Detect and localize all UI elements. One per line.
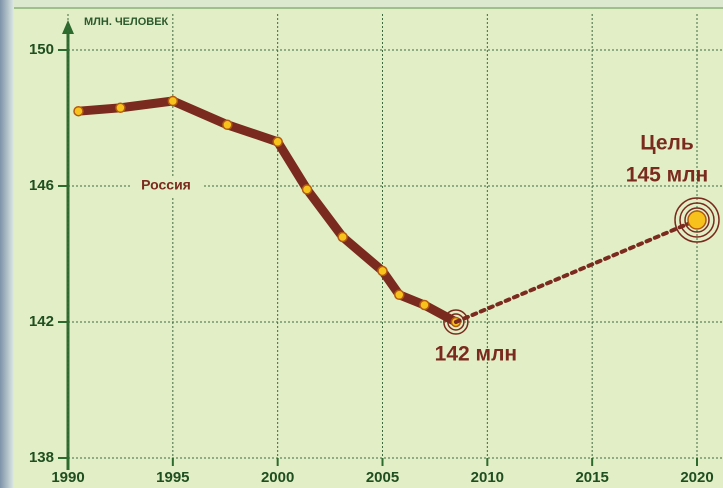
data-point <box>272 136 283 148</box>
target-ring <box>679 202 715 238</box>
y-axis-label: МЛН. ЧЕЛОВЕК <box>84 16 169 28</box>
plot-panel <box>14 8 723 488</box>
target-ring <box>684 207 710 233</box>
data-point <box>301 184 313 195</box>
y-tick-label: 142 <box>29 313 54 330</box>
target-ring <box>674 197 720 243</box>
projection-line <box>453 218 699 324</box>
x-tick-label: 2000 <box>261 469 294 486</box>
y-tick-label: 146 <box>29 177 54 194</box>
data-point <box>377 265 388 277</box>
y-tick-label: 138 <box>29 449 54 466</box>
legend-label: Россия <box>141 177 191 193</box>
data-point <box>337 231 348 243</box>
legend-bg <box>130 176 202 196</box>
frame-edge <box>0 0 14 488</box>
data-point <box>687 210 707 230</box>
target-ring <box>447 313 465 331</box>
data-point <box>115 102 126 114</box>
data-point <box>167 95 179 107</box>
y-tick-label: 150 <box>29 41 54 58</box>
value-label: 145 млн <box>626 164 708 187</box>
data-point <box>73 105 84 117</box>
value-label: 142 млн <box>435 343 517 366</box>
x-tick-label: 2010 <box>471 469 504 486</box>
data-point <box>222 119 233 131</box>
data-point <box>394 289 405 301</box>
x-tick-label: 1990 <box>51 469 84 486</box>
x-tick-label: 1995 <box>156 469 189 486</box>
marks: 142 млн Россия 145 млн Цель <box>73 95 720 366</box>
data-point <box>419 299 430 311</box>
x-tick-label: 2015 <box>575 469 608 486</box>
x-tick-label: 2005 <box>366 469 399 486</box>
annotation: Цель <box>640 132 694 155</box>
x-tick-label: 2020 <box>680 469 713 486</box>
target-ring <box>443 309 469 335</box>
